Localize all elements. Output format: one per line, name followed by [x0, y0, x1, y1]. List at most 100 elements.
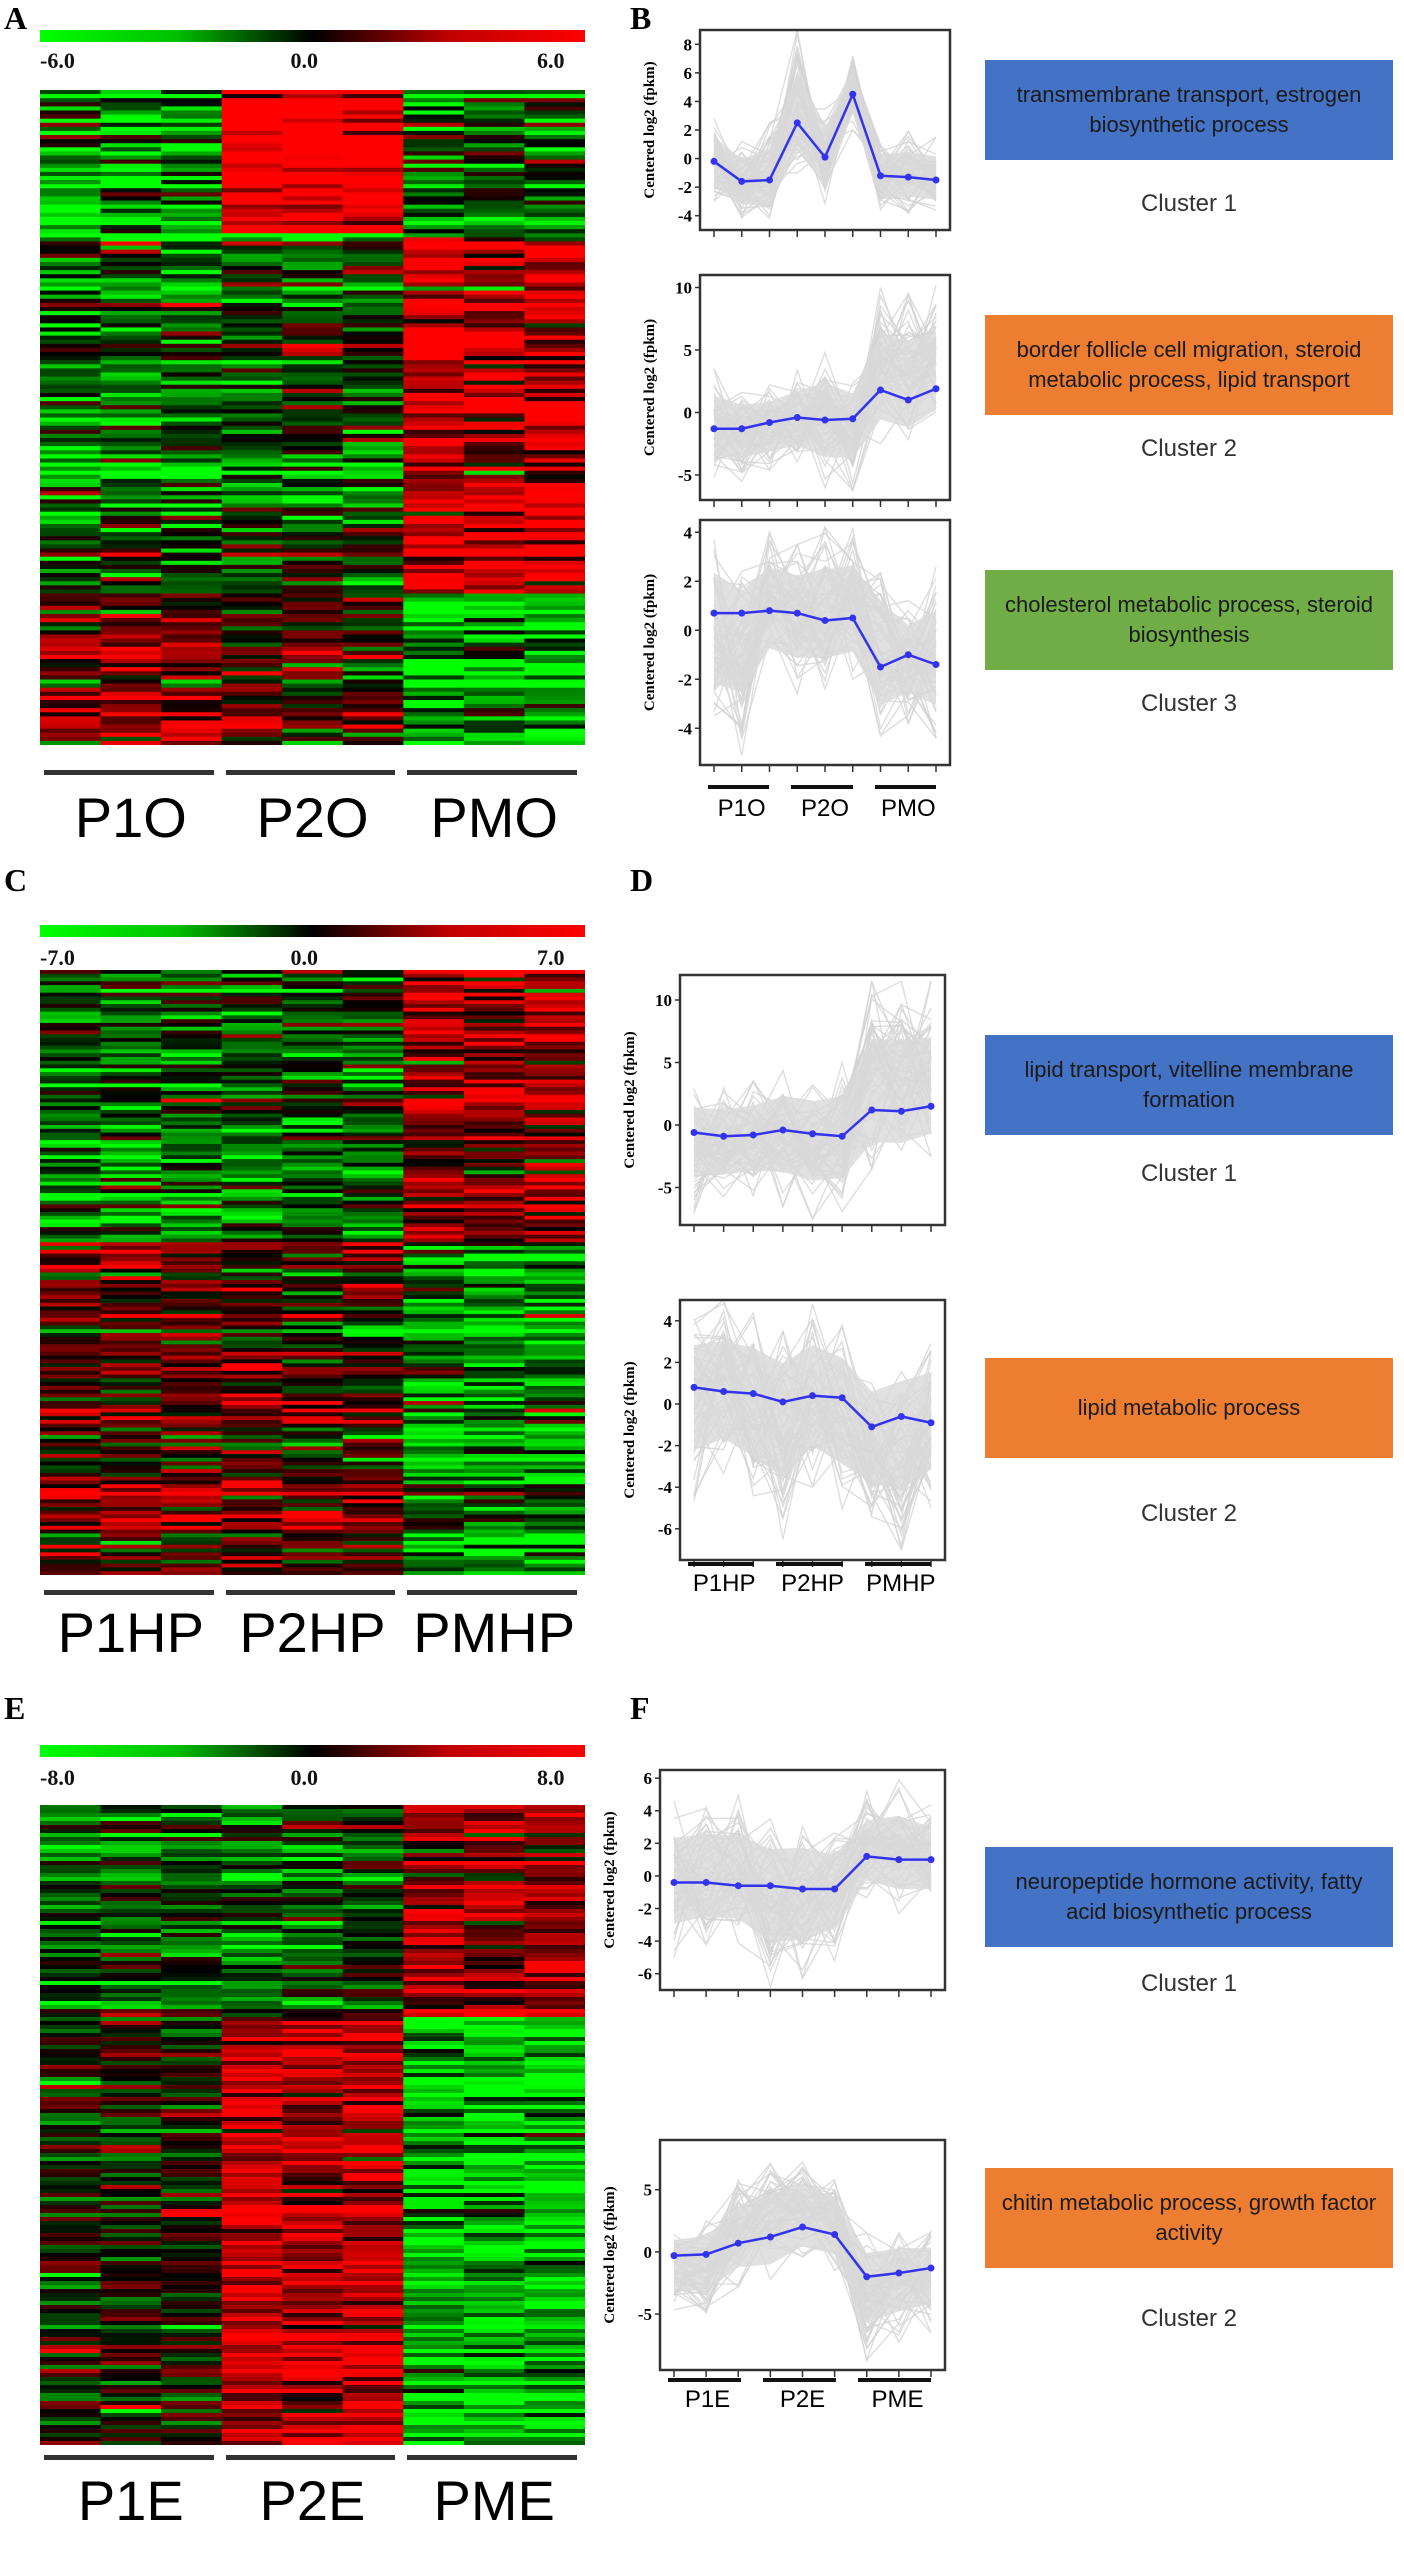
heatmap-cell: [100, 2393, 162, 2398]
heatmap-cell: [161, 736, 223, 742]
heatmap-cell: [40, 1370, 102, 1376]
heatmap-cell: [100, 446, 162, 451]
heatmap-cell: [40, 1189, 102, 1194]
heatmap-cell: [161, 2217, 223, 2222]
heatmap-cell: [524, 1045, 585, 1050]
heatmap-cell: [161, 274, 223, 279]
heatmap-cell: [282, 282, 344, 287]
heatmap-cell: [100, 1298, 162, 1304]
heatmap-cell: [100, 679, 162, 685]
heatmap-cell: [524, 2245, 585, 2250]
heatmap-cell: [463, 233, 525, 238]
heatmap-cell: [40, 528, 102, 533]
heatmap-cell: [161, 1913, 223, 1918]
heatmap-cell: [282, 2181, 344, 2186]
heatmap-cell: [342, 2085, 404, 2090]
heatmap-cell: [342, 2361, 404, 2366]
heatmap-cell: [282, 491, 344, 496]
heatmap-cell: [463, 249, 525, 255]
heatmap-cell: [282, 204, 344, 210]
heatmap-cell: [463, 2089, 525, 2094]
heatmap-cell: [342, 450, 404, 455]
heatmap-cell: [100, 2101, 162, 2106]
cluster-mean-point: [868, 1423, 876, 1431]
heatmap-cell: [403, 1953, 465, 1958]
heatmap-cell: [463, 2253, 525, 2258]
heatmap-cell: [524, 2277, 585, 2282]
heatmap-cell: [524, 437, 585, 443]
heatmap-cell: [40, 1917, 102, 1922]
heatmap-cell: [40, 1401, 102, 1406]
heatmap-cell: [221, 261, 283, 267]
heatmap-cell: [100, 728, 162, 734]
heatmap-cell: [282, 1038, 344, 1043]
heatmap-cell: [282, 1212, 344, 1217]
heatmap-cell: [403, 2353, 465, 2358]
heatmap-cell: [40, 2125, 102, 2130]
heatmap-cell: [282, 1166, 344, 1171]
heatmap-cell: [524, 2321, 585, 2326]
heatmap-cell: [282, 1208, 344, 1213]
y-axis-label: Centered log2 (fpkm): [642, 61, 658, 198]
heatmap-cell: [221, 650, 283, 656]
heatmap-cell: [100, 2317, 162, 2322]
heatmap-cell: [221, 992, 283, 997]
heatmap-cell: [40, 1469, 102, 1474]
y-tick-label: -4: [678, 207, 693, 226]
heatmap-cell: [161, 347, 223, 353]
heatmap-cell: [40, 2253, 102, 2258]
heatmap-cell: [524, 1177, 585, 1183]
heatmap-cell: [221, 249, 283, 255]
heatmap-cell: [282, 507, 344, 513]
heatmap-cell: [100, 1461, 162, 1466]
heatmap-cell: [524, 94, 585, 99]
heatmap-cell: [161, 515, 223, 521]
heatmap-cell: [161, 654, 223, 660]
heatmap-cell: [161, 2385, 223, 2390]
heatmap-cell: [40, 704, 102, 709]
heatmap-cell: [403, 1189, 465, 1194]
heatmap-cell: [524, 1136, 585, 1141]
heatmap-cell: [282, 1965, 344, 1970]
heatmap-cell: [524, 1889, 585, 1894]
heatmap-cell: [282, 446, 344, 451]
heatmap-cell: [463, 2049, 525, 2054]
heatmap-cell: [100, 483, 162, 488]
heatmap-cell: [282, 1540, 344, 1546]
heatmap-cell: [342, 1261, 404, 1266]
heatmap-cell: [161, 593, 223, 599]
heatmap-cell: [221, 1404, 283, 1410]
heatmap-cell: [100, 2149, 162, 2154]
heatmap-cell: [463, 212, 525, 218]
heatmap-cell: [282, 687, 344, 693]
heatmap-cell: [161, 2097, 223, 2102]
heatmap-cell: [100, 180, 162, 185]
heatmap-cell: [40, 2429, 102, 2434]
heatmap-cell: [221, 188, 283, 193]
heatmap-cell: [40, 1117, 102, 1122]
heatmap-cell: [100, 2013, 162, 2018]
heatmap-cell: [40, 446, 102, 451]
heatmap-cell: [403, 2069, 465, 2074]
heatmap-cell: [282, 421, 344, 427]
heatmap-cell: [463, 2421, 525, 2426]
heatmap-cell: [524, 1242, 585, 1247]
heatmap-cell: [100, 233, 162, 238]
heatmap-cell: [342, 671, 404, 676]
heatmap-cell: [463, 1019, 525, 1024]
profile-envelope: [714, 68, 936, 206]
heatmap-cell: [221, 2037, 283, 2042]
heatmap-cell: [282, 2293, 344, 2298]
heatmap-cell: [463, 2125, 525, 2130]
heatmap-cell: [221, 630, 283, 635]
heatmap-cell: [403, 2405, 465, 2410]
heatmap-cell: [342, 487, 404, 492]
heatmap-cell: [524, 126, 585, 132]
heatmap-cell: [463, 1913, 525, 1918]
heatmap-cell: [403, 1506, 465, 1512]
heatmap-cell: [342, 1877, 404, 1882]
heatmap-cell: [282, 1450, 344, 1455]
heatmap-cell: [524, 2029, 585, 2034]
heatmap-cell: [342, 634, 404, 640]
